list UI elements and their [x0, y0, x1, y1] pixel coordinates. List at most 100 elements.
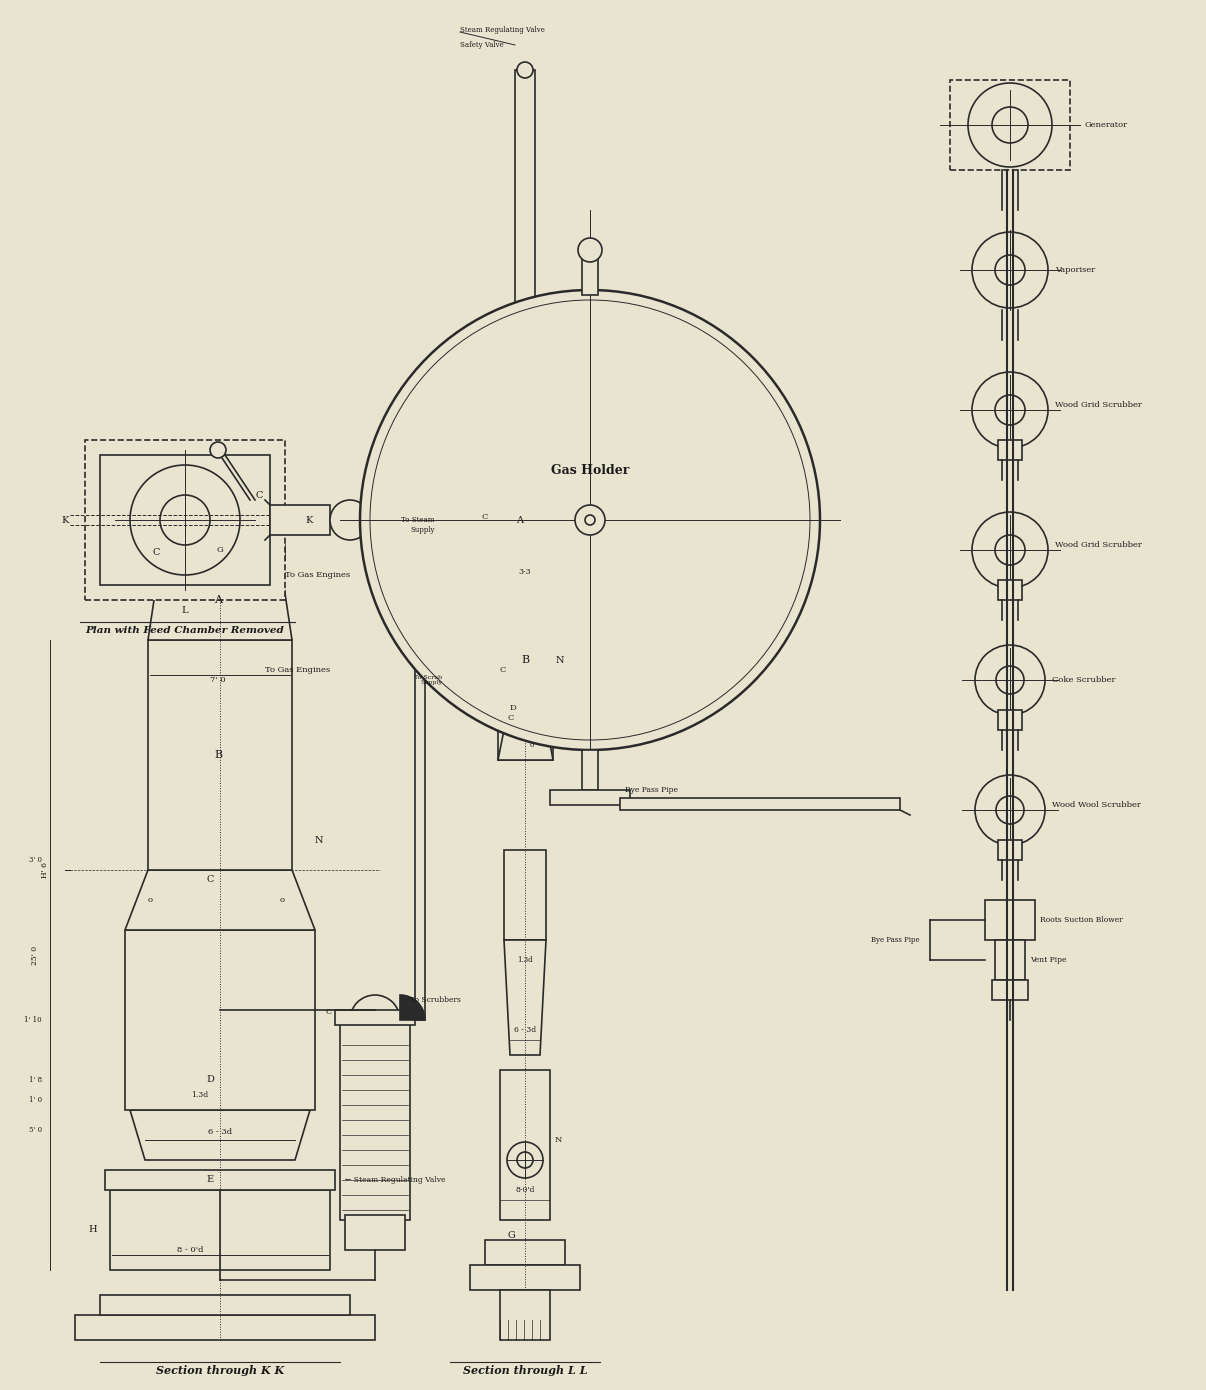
- Text: Section through K K: Section through K K: [156, 1365, 285, 1376]
- Text: K: K: [305, 516, 312, 524]
- Text: Coke Scrubber: Coke Scrubber: [1052, 676, 1116, 684]
- Bar: [470, 1265, 580, 1290]
- Bar: [125, 930, 315, 1111]
- Bar: [156, 545, 285, 560]
- Bar: [148, 639, 292, 870]
- Bar: [415, 570, 425, 1020]
- Circle shape: [210, 442, 226, 457]
- Circle shape: [995, 254, 1025, 285]
- Bar: [210, 485, 230, 525]
- Text: 7' 0: 7' 0: [210, 676, 226, 684]
- Text: N: N: [556, 656, 564, 664]
- Text: C: C: [500, 666, 507, 674]
- Bar: [515, 70, 535, 491]
- Circle shape: [330, 500, 370, 539]
- Text: o: o: [280, 897, 285, 904]
- Circle shape: [361, 291, 820, 751]
- Bar: [550, 790, 630, 805]
- Circle shape: [517, 63, 533, 78]
- Text: 1.3d: 1.3d: [192, 1091, 209, 1099]
- Bar: [100, 455, 270, 585]
- Text: A: A: [516, 516, 523, 524]
- Bar: [335, 1011, 415, 1024]
- Text: 6 - 3d: 6 - 3d: [514, 1026, 535, 1034]
- Polygon shape: [504, 940, 546, 1055]
- Polygon shape: [125, 870, 315, 930]
- Circle shape: [370, 300, 810, 739]
- Circle shape: [160, 495, 210, 545]
- Text: 1' 8: 1' 8: [29, 1076, 42, 1084]
- Circle shape: [507, 1143, 543, 1177]
- Text: To Scrub
Supply: To Scrub Supply: [414, 674, 443, 685]
- Text: 3-3: 3-3: [519, 569, 532, 575]
- Circle shape: [972, 512, 1048, 588]
- Bar: [494, 510, 555, 560]
- Polygon shape: [130, 1111, 310, 1161]
- Bar: [950, 81, 1070, 170]
- Circle shape: [995, 395, 1025, 425]
- Text: Generator: Generator: [1085, 121, 1128, 129]
- Text: 8-0'd: 8-0'd: [515, 1186, 534, 1194]
- Text: N: N: [555, 1136, 562, 1144]
- Text: A: A: [213, 595, 222, 605]
- Text: 8 - 0'd: 8 - 0'd: [177, 1245, 204, 1254]
- Polygon shape: [148, 560, 292, 639]
- Circle shape: [974, 776, 1046, 845]
- Text: o: o: [529, 741, 534, 749]
- Bar: [175, 525, 265, 545]
- Circle shape: [575, 505, 605, 535]
- Text: Steam Regulating Valve: Steam Regulating Valve: [459, 26, 545, 33]
- Bar: [504, 851, 546, 940]
- Bar: [340, 1020, 410, 1220]
- Text: 6 - 3d: 6 - 3d: [207, 1129, 232, 1136]
- Bar: [999, 840, 1021, 860]
- Text: C: C: [326, 1008, 332, 1016]
- Text: 5' 0: 5' 0: [29, 1126, 42, 1134]
- Text: L: L: [182, 606, 188, 614]
- Circle shape: [517, 1152, 533, 1168]
- Circle shape: [480, 470, 570, 560]
- Text: H: H: [88, 1226, 96, 1234]
- Wedge shape: [400, 995, 425, 1020]
- Text: Vaporiser: Vaporiser: [1055, 265, 1095, 274]
- Bar: [620, 798, 900, 810]
- Text: Wood Grid Scrubber: Wood Grid Scrubber: [1055, 541, 1142, 549]
- Text: Plan with Feed Chamber Removed: Plan with Feed Chamber Removed: [86, 626, 285, 634]
- Circle shape: [130, 466, 240, 575]
- Text: To Gas Engines: To Gas Engines: [265, 666, 330, 674]
- Bar: [84, 441, 285, 600]
- Circle shape: [974, 645, 1046, 714]
- Bar: [498, 560, 554, 760]
- Text: To Gas Engines: To Gas Engines: [285, 571, 350, 580]
- Text: ← Steam Regulating Valve: ← Steam Regulating Valve: [345, 1176, 445, 1184]
- Bar: [270, 505, 330, 535]
- Text: Bye Pass Pipe: Bye Pass Pipe: [625, 785, 680, 794]
- Text: Wood Grid Scrubber: Wood Grid Scrubber: [1055, 400, 1142, 409]
- Text: o: o: [148, 897, 153, 904]
- Text: C: C: [508, 714, 515, 721]
- Circle shape: [972, 232, 1048, 309]
- Circle shape: [578, 238, 602, 261]
- Text: To Scrubbers: To Scrubbers: [410, 997, 461, 1004]
- Bar: [993, 980, 1028, 999]
- Text: 25' 0: 25' 0: [31, 945, 39, 965]
- Text: 1.3d: 1.3d: [517, 956, 533, 965]
- Text: D: D: [510, 703, 516, 712]
- Text: C: C: [152, 548, 159, 556]
- Text: 1' 0: 1' 0: [29, 1095, 42, 1104]
- Bar: [995, 940, 1025, 980]
- Text: D: D: [206, 1076, 213, 1084]
- Bar: [999, 441, 1021, 460]
- Circle shape: [996, 796, 1024, 824]
- Polygon shape: [498, 701, 554, 760]
- Text: N: N: [315, 835, 323, 845]
- Bar: [500, 1290, 550, 1340]
- Circle shape: [996, 666, 1024, 694]
- Text: 1' 10: 1' 10: [24, 1016, 42, 1024]
- Bar: [582, 254, 598, 295]
- Bar: [75, 1315, 375, 1340]
- Text: Safety Valve: Safety Valve: [459, 40, 504, 49]
- Text: Vent Pipe: Vent Pipe: [1030, 956, 1066, 965]
- Text: C: C: [254, 491, 263, 499]
- Bar: [100, 1295, 350, 1315]
